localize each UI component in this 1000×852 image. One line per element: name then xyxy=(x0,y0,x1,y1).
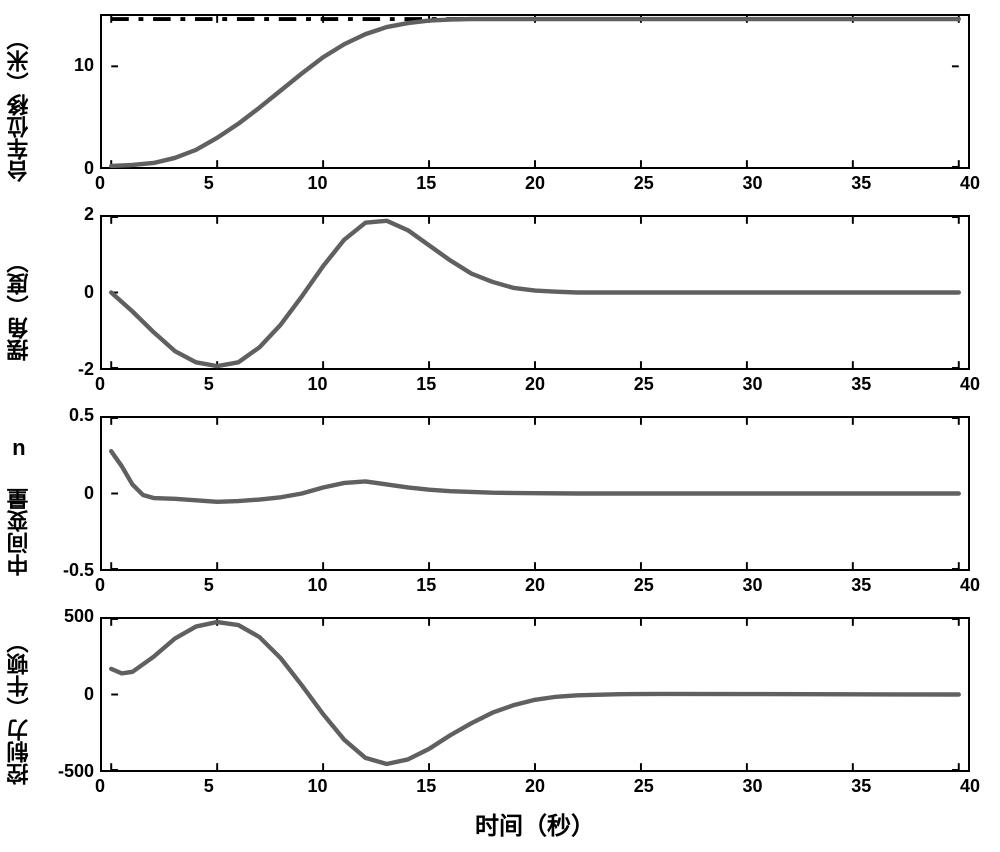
panel1-svg xyxy=(102,16,968,167)
ytick-label: 10 xyxy=(74,55,94,76)
xtick-label: 35 xyxy=(846,776,876,797)
ytick-label: 2 xyxy=(84,204,94,225)
xtick-label: 30 xyxy=(738,575,768,596)
xtick-label: 40 xyxy=(955,374,985,395)
xtick-label: 30 xyxy=(738,374,768,395)
ytick-label: 0.5 xyxy=(69,405,94,426)
xtick-label: 10 xyxy=(303,776,333,797)
xtick-label: 5 xyxy=(194,374,224,395)
ytick-label: 0 xyxy=(84,158,94,179)
panel4-svg xyxy=(102,619,968,770)
panel3-line xyxy=(111,451,959,502)
panel4 xyxy=(100,617,970,772)
xtick-label: 25 xyxy=(629,173,659,194)
xtick-label: 35 xyxy=(846,575,876,596)
panel1 xyxy=(100,14,970,169)
xtick-label: 20 xyxy=(520,575,550,596)
xtick-label: 20 xyxy=(520,374,550,395)
panel3 xyxy=(100,416,970,571)
xtick-label: 5 xyxy=(194,776,224,797)
panel2-svg xyxy=(102,217,968,368)
xtick-label: 5 xyxy=(194,575,224,596)
ytick-label: -2 xyxy=(78,359,94,380)
panel1-ylabel: 台车位移（米） xyxy=(4,6,34,205)
xtick-label: 10 xyxy=(303,173,333,194)
xtick-label: 15 xyxy=(411,575,441,596)
ytick-label: -500 xyxy=(58,761,94,782)
xtick-label: 10 xyxy=(303,374,333,395)
xtick-label: 20 xyxy=(520,776,550,797)
xtick-label: 15 xyxy=(411,173,441,194)
xtick-label: 40 xyxy=(955,575,985,596)
xtick-label: 40 xyxy=(955,776,985,797)
panel2-line xyxy=(111,221,959,366)
xtick-label: 40 xyxy=(955,173,985,194)
ytick-label: 0 xyxy=(84,684,94,705)
panel4-line xyxy=(111,622,959,764)
xtick-label: 5 xyxy=(194,173,224,194)
xtick-label: 30 xyxy=(738,776,768,797)
xlabel: 时间（秒） xyxy=(100,806,970,841)
xtick-label: 25 xyxy=(629,374,659,395)
panel3-svg xyxy=(102,418,968,569)
panel4-ylabel: 控制力（牛顿） xyxy=(4,609,34,808)
ytick-label: 500 xyxy=(64,606,94,627)
panel2 xyxy=(100,215,970,370)
xtick-label: 35 xyxy=(846,374,876,395)
panel3-ylabel: 中间变量 u xyxy=(4,408,34,607)
panel2-ylabel: 摆角（度） xyxy=(4,207,34,406)
xtick-label: 20 xyxy=(520,173,550,194)
ytick-label: -0.5 xyxy=(63,560,94,581)
xtick-label: 30 xyxy=(738,173,768,194)
panel1-line xyxy=(111,19,959,166)
xtick-label: 10 xyxy=(303,575,333,596)
ytick-label: 0 xyxy=(84,483,94,504)
xtick-label: 25 xyxy=(629,575,659,596)
xtick-label: 35 xyxy=(846,173,876,194)
xtick-label: 25 xyxy=(629,776,659,797)
xtick-label: 15 xyxy=(411,374,441,395)
figure: 0510152025303540010台车位移（米）05101520253035… xyxy=(0,0,1000,852)
ytick-label: 0 xyxy=(84,282,94,303)
xtick-label: 15 xyxy=(411,776,441,797)
